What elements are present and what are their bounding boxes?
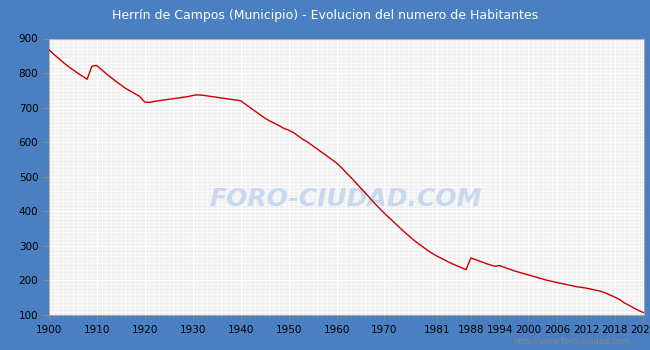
Text: http://www.foro-ciudad.com: http://www.foro-ciudad.com <box>514 337 630 346</box>
Text: FORO-CIUDAD.COM: FORO-CIUDAD.COM <box>210 187 482 211</box>
Text: Herrín de Campos (Municipio) - Evolucion del numero de Habitantes: Herrín de Campos (Municipio) - Evolucion… <box>112 9 538 22</box>
